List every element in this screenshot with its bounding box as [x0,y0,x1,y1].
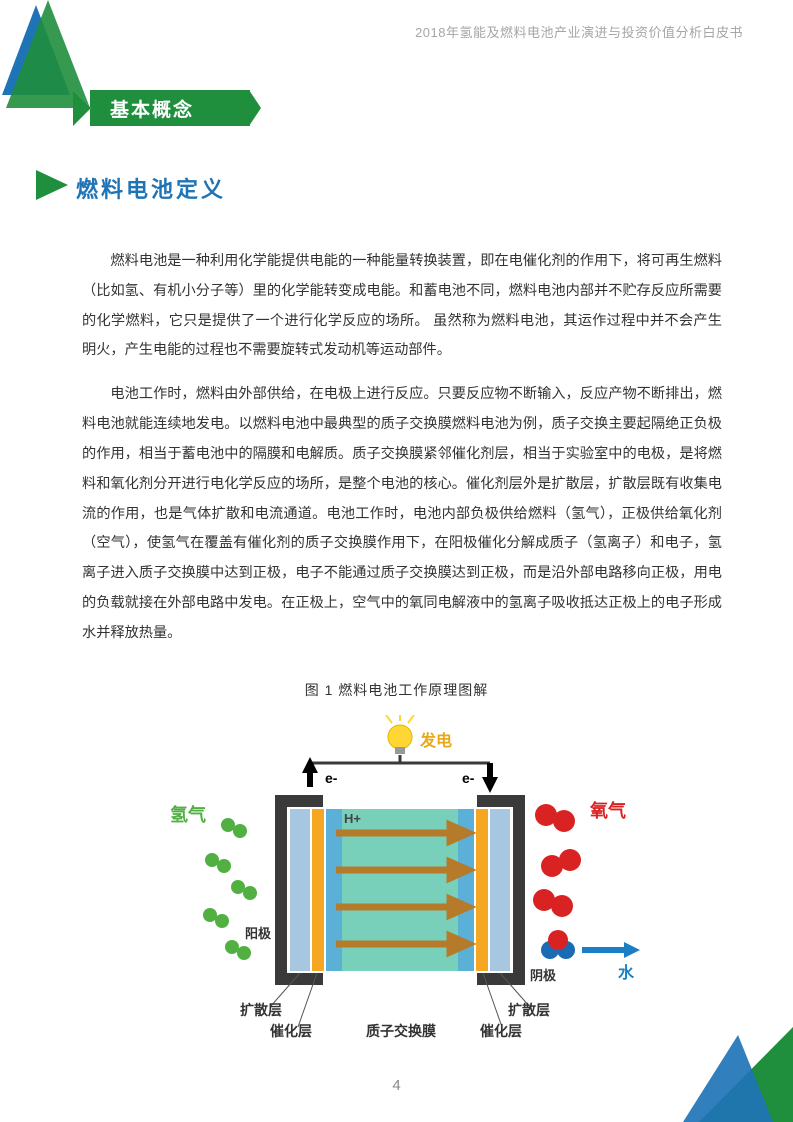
label-diffusion-left: 扩散层 [240,1000,282,1020]
label-water: 水 [618,959,634,983]
page-header: 2018年氢能及燃料电池产业演进与投资价值分析白皮书 [415,22,743,41]
label-diffusion-right: 扩散层 [508,1000,550,1020]
label-membrane: 质子交换膜 [366,1021,436,1041]
diagram-svg [150,715,650,1045]
subheading: 燃料电池定义 [76,172,226,204]
paragraph-1: 燃料电池是一种利用化学能提供电能的一种能量转换装置，即在电催化剂的作用下，将可再… [82,247,722,366]
label-catalyst-left: 催化层 [270,1021,312,1041]
section-title: 基本概念 [110,95,194,122]
label-o2: 氧气 [590,797,626,823]
label-e-right: e- [462,770,474,786]
section-title-box: 基本概念 [90,90,250,126]
corner-decoration-bottom [683,1027,793,1122]
label-power: 发电 [420,727,452,751]
page-number: 4 [0,1077,793,1094]
label-cathode: 阴极 [530,965,556,984]
label-anode: 阳极 [245,923,271,942]
subheading-triangle-icon [34,168,70,202]
label-e-left: e- [325,770,337,786]
body-text: 燃料电池是一种利用化学能提供电能的一种能量转换装置，即在电催化剂的作用下，将可再… [82,247,722,663]
fuel-cell-diagram: 发电 e- e- H+ 氢气 氧气 水 阳极 阴极 扩散层 催化层 扩散层 催化… [150,715,650,1045]
figure-caption: 图 1 燃料电池工作原理图解 [0,680,793,700]
label-hplus: H+ [344,811,361,826]
paragraph-2: 电池工作时，燃料由外部供给，在电极上进行反应。只要反应物不断输入，反应产物不断排… [82,380,722,648]
subheading-text: 燃料电池定义 [76,177,226,202]
label-catalyst-right: 催化层 [480,1021,522,1041]
label-h2: 氢气 [170,801,206,827]
